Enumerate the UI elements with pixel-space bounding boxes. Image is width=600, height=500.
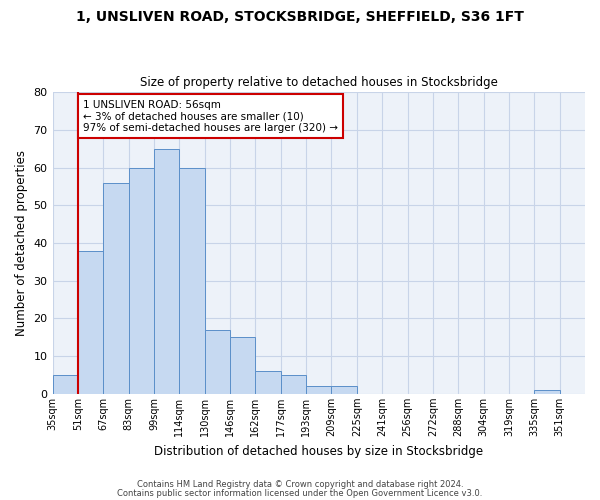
Bar — [154, 148, 179, 394]
Bar — [179, 168, 205, 394]
Y-axis label: Number of detached properties: Number of detached properties — [15, 150, 28, 336]
X-axis label: Distribution of detached houses by size in Stocksbridge: Distribution of detached houses by size … — [154, 444, 484, 458]
Bar — [78, 250, 103, 394]
Text: 1, UNSLIVEN ROAD, STOCKSBRIDGE, SHEFFIELD, S36 1FT: 1, UNSLIVEN ROAD, STOCKSBRIDGE, SHEFFIEL… — [76, 10, 524, 24]
Text: 1 UNSLIVEN ROAD: 56sqm
← 3% of detached houses are smaller (10)
97% of semi-deta: 1 UNSLIVEN ROAD: 56sqm ← 3% of detached … — [83, 100, 338, 133]
Bar — [53, 375, 78, 394]
Bar — [128, 168, 154, 394]
Bar — [306, 386, 331, 394]
Text: Contains HM Land Registry data © Crown copyright and database right 2024.: Contains HM Land Registry data © Crown c… — [137, 480, 463, 489]
Bar — [103, 182, 128, 394]
Bar — [281, 375, 306, 394]
Bar — [534, 390, 560, 394]
Title: Size of property relative to detached houses in Stocksbridge: Size of property relative to detached ho… — [140, 76, 498, 90]
Text: Contains public sector information licensed under the Open Government Licence v3: Contains public sector information licen… — [118, 488, 482, 498]
Bar — [256, 372, 281, 394]
Bar — [205, 330, 230, 394]
Bar — [230, 338, 256, 394]
Bar — [331, 386, 357, 394]
